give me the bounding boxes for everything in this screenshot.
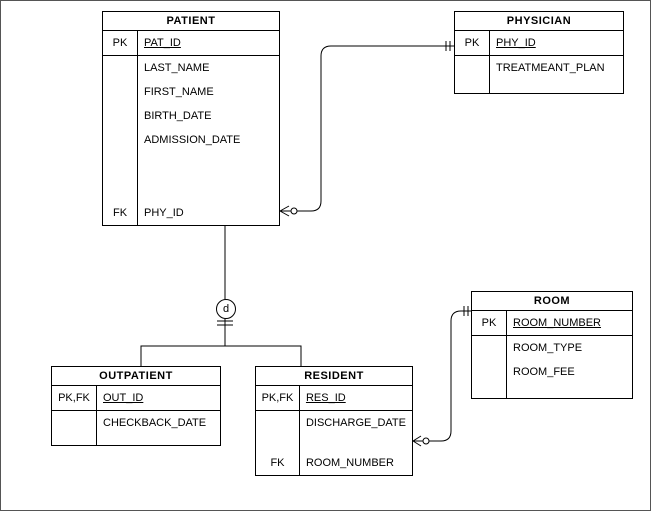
attr-admission-date: ADMISSION_DATE xyxy=(138,128,279,152)
key-label xyxy=(472,360,506,384)
attr-res-id: RES_ID xyxy=(300,386,412,410)
entity-title: PATIENT xyxy=(103,12,279,31)
key-label: PK,FK xyxy=(256,386,299,410)
attr-treatmeant-plan: TREATMEANT_PLAN xyxy=(490,55,623,80)
entity-title: ROOM xyxy=(472,292,632,311)
attr-discharge-date: DISCHARGE_DATE xyxy=(300,410,412,435)
attr-phy-id: PHY_ID xyxy=(138,201,279,225)
attr-pat-id: PAT_ID xyxy=(138,31,279,55)
attr-room-number: ROOM_NUMBER xyxy=(300,451,412,475)
attr-birth-date: BIRTH_DATE xyxy=(138,104,279,128)
entity-physician: PHYSICIAN PK PHY_ID TREATMEANT_PLAN xyxy=(454,11,624,94)
attr-room-number: ROOM_NUMBER xyxy=(507,311,632,335)
key-label: PK xyxy=(455,31,489,55)
attr-first-name: FIRST_NAME xyxy=(138,80,279,104)
key-label xyxy=(103,55,137,80)
key-label xyxy=(103,104,137,128)
key-label xyxy=(256,410,299,435)
entity-outpatient: OUTPATIENT PK,FK OUT_ID CHECKBACK_DATE xyxy=(51,366,221,446)
key-label: FK xyxy=(103,201,137,225)
attr-room-type: ROOM_TYPE xyxy=(507,335,632,360)
attr-room-fee: ROOM_FEE xyxy=(507,360,632,384)
entity-title: RESIDENT xyxy=(256,367,412,386)
attr-out-id: OUT_ID xyxy=(97,386,220,410)
key-label: FK xyxy=(256,451,299,475)
key-label: PK xyxy=(472,311,506,335)
key-label: PK,FK xyxy=(52,386,96,410)
entity-patient: PATIENT PK FK PAT_ID LAST_NAME FIRST_NAM… xyxy=(102,11,280,226)
attr-checkback-date: CHECKBACK_DATE xyxy=(97,410,220,435)
isa-discriminator-icon: d xyxy=(216,299,236,319)
key-label xyxy=(103,80,137,104)
key-label xyxy=(455,55,489,80)
entity-title: PHYSICIAN xyxy=(455,12,623,31)
er-diagram-canvas: PATIENT PK FK PAT_ID LAST_NAME FIRST_NAM… xyxy=(0,0,651,511)
key-label: PK xyxy=(103,31,137,55)
entity-room: ROOM PK ROOM_NUMBER ROOM_TYPE ROOM_FEE xyxy=(471,291,633,399)
entity-title: OUTPATIENT xyxy=(52,367,220,386)
attr-last-name: LAST_NAME xyxy=(138,55,279,80)
key-label xyxy=(103,128,137,152)
entity-resident: RESIDENT PK,FK FK RES_ID DISCHARGE_DATE … xyxy=(255,366,413,476)
key-label xyxy=(472,335,506,360)
attr-phy-id: PHY_ID xyxy=(490,31,623,55)
key-label xyxy=(52,410,96,435)
